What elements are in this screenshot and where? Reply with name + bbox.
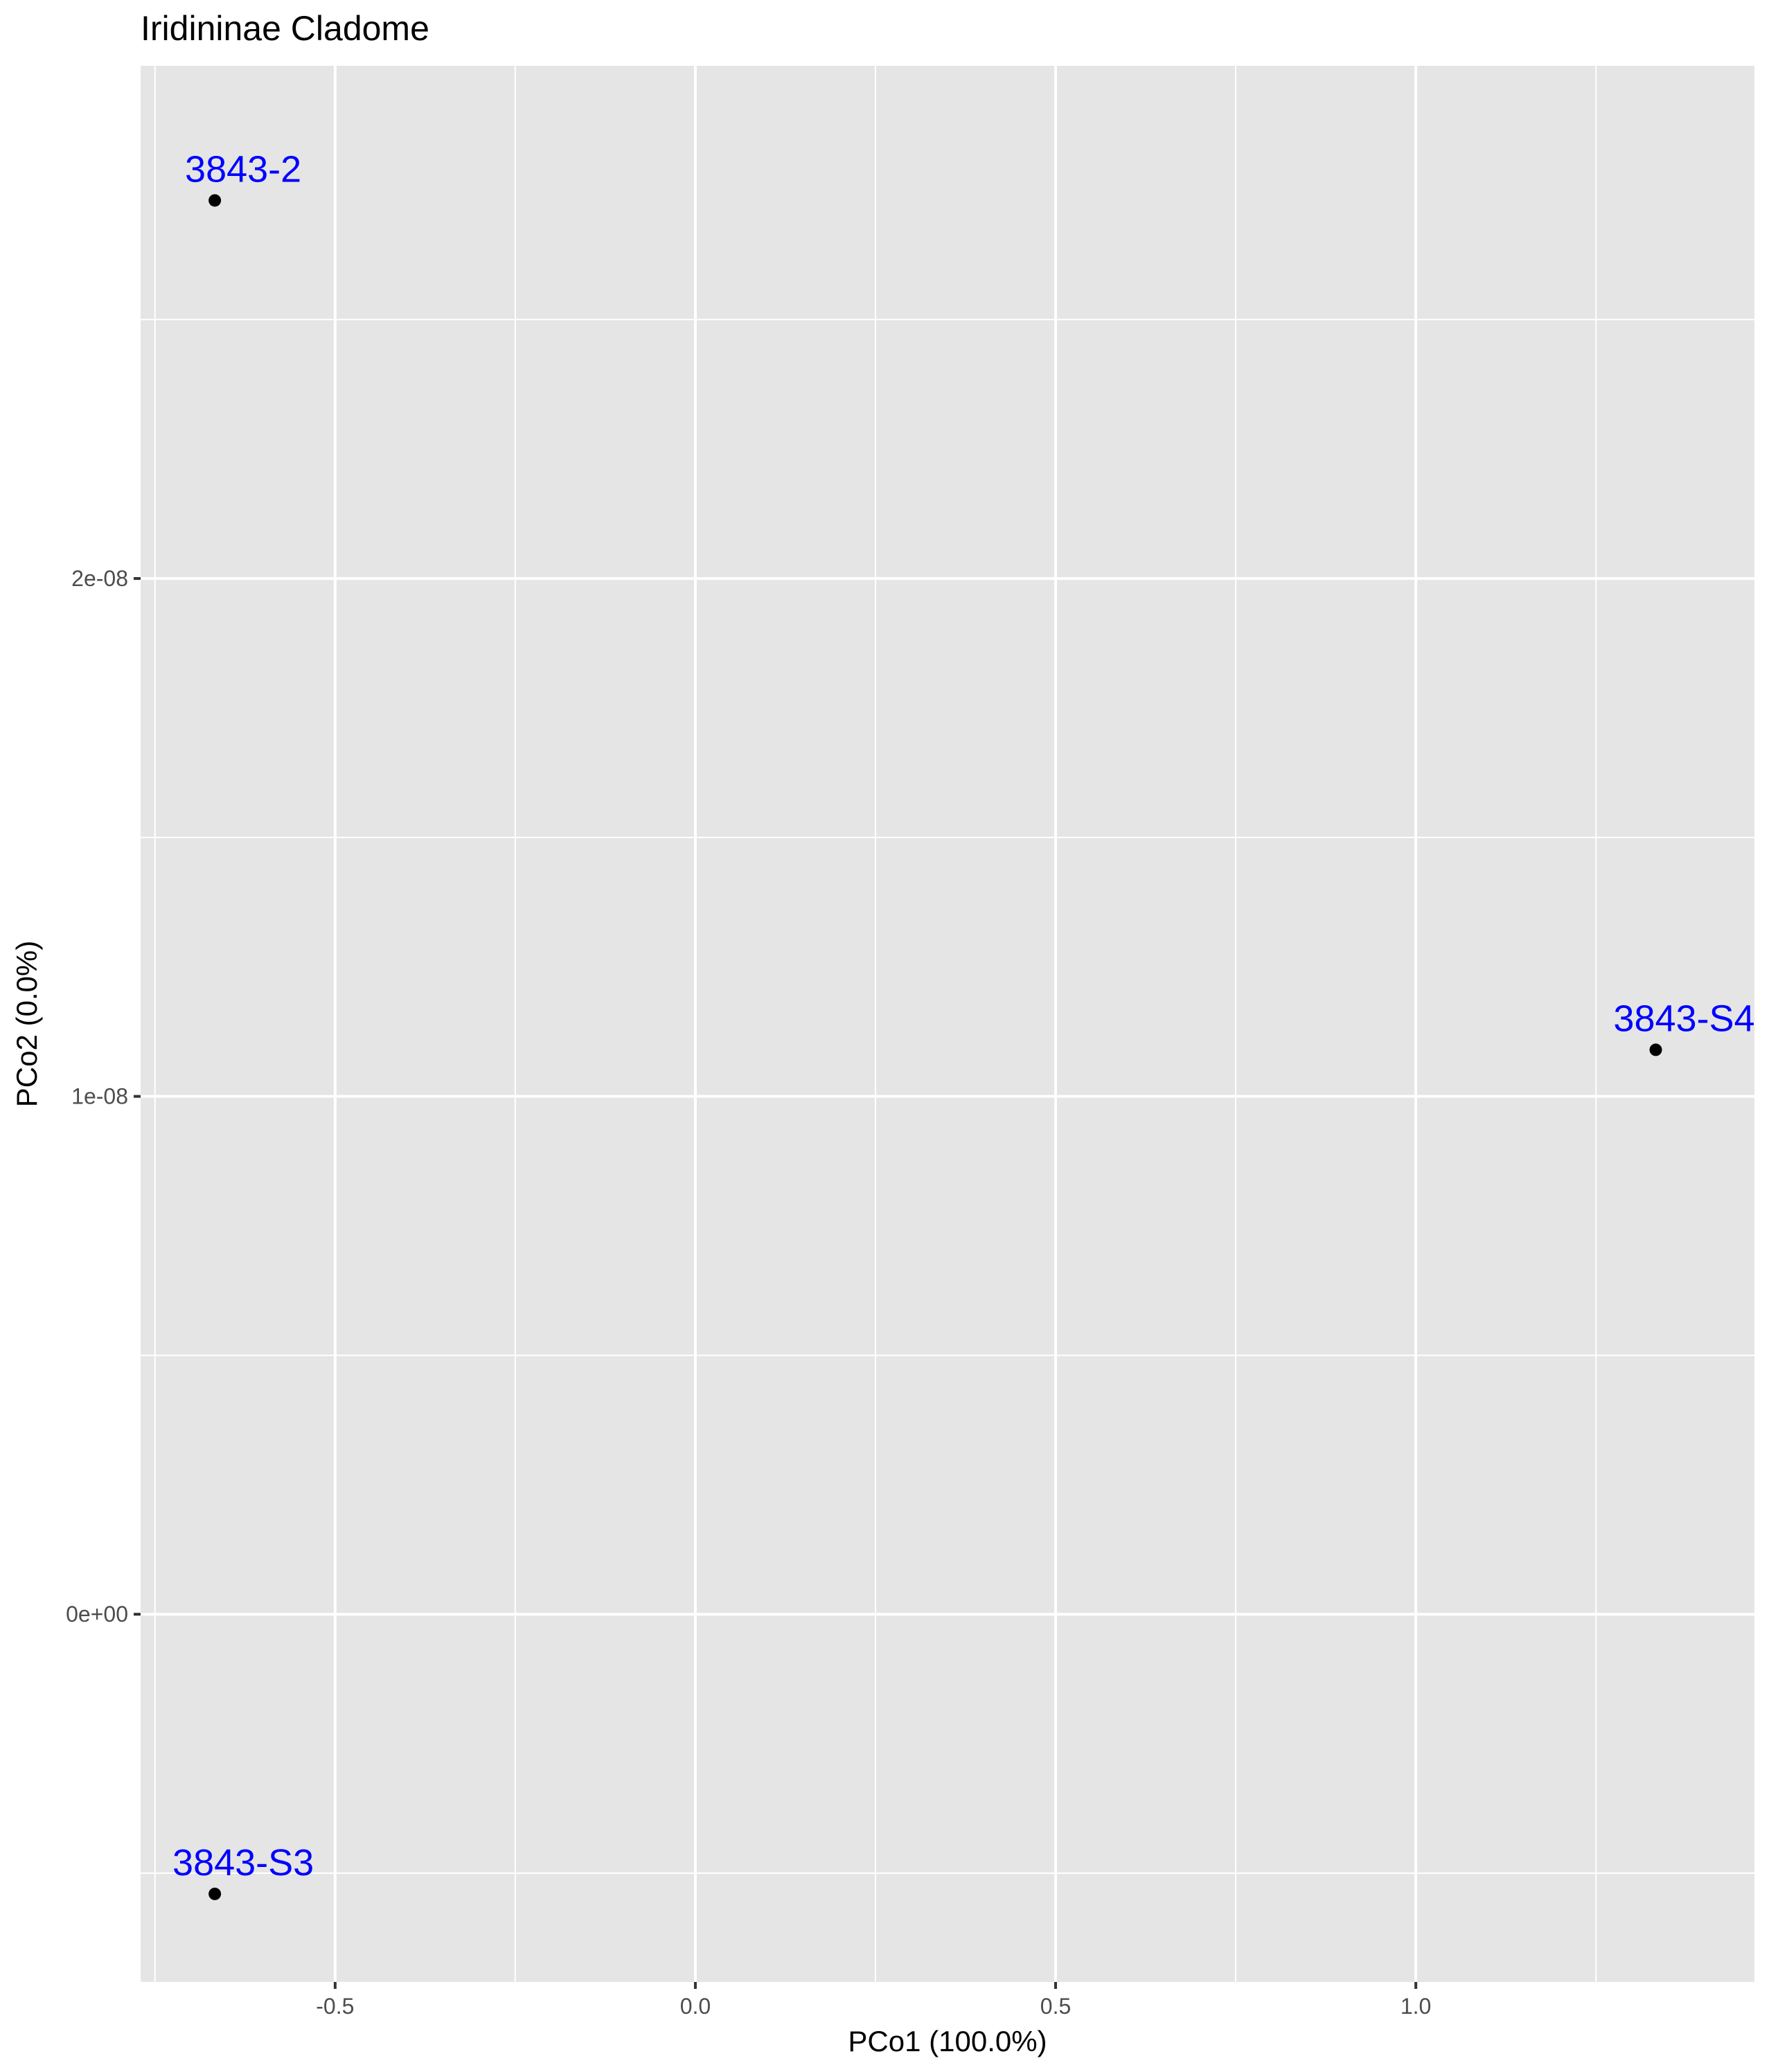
- x-axis-ticks: -0.5 0.0 0.5 1.0: [316, 1982, 1431, 2019]
- y-tick-label: 0e+00: [66, 1602, 128, 1627]
- data-point-label: 3843-S4: [1613, 998, 1754, 1039]
- point-labels: 3843-2 3843-S4 3843-S3: [172, 148, 1755, 1884]
- x-tick-label: 0.0: [680, 1994, 711, 2019]
- x-axis-title: PCo1 (100.0%): [848, 2025, 1047, 2057]
- data-point: [1649, 1043, 1662, 1056]
- data-points: [208, 194, 1662, 1900]
- data-point: [208, 194, 222, 207]
- chart-title: Iridininae Cladome: [141, 9, 429, 48]
- data-point-label: 3843-S3: [172, 1842, 314, 1884]
- y-axis-title: PCo2 (0.0%): [10, 941, 43, 1107]
- y-axis-ticks: 0e+00 1e-08 2e-08: [66, 566, 141, 1627]
- data-point: [208, 1887, 222, 1900]
- major-gridlines: [141, 66, 1754, 1982]
- minor-gridlines: [141, 66, 1754, 1982]
- x-tick-label: 1.0: [1401, 1994, 1431, 2019]
- x-tick-label: 0.5: [1040, 1994, 1071, 2019]
- y-tick-label: 1e-08: [71, 1084, 128, 1109]
- y-tick-label: 2e-08: [71, 566, 128, 591]
- data-point-label: 3843-2: [185, 148, 301, 190]
- plot-panel: [141, 66, 1754, 1982]
- x-tick-label: -0.5: [316, 1994, 354, 2019]
